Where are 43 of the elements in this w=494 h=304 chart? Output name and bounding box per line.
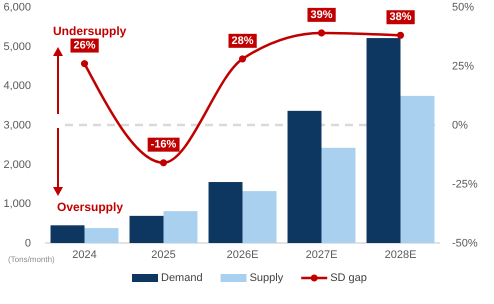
bar xyxy=(164,211,198,243)
bar xyxy=(242,191,276,243)
bar xyxy=(84,228,118,243)
y2-tick-label: -25% xyxy=(452,178,478,191)
bar xyxy=(208,182,242,243)
y2-tick-label: 0% xyxy=(452,120,468,132)
text: (Tons/month) xyxy=(8,255,56,264)
point xyxy=(318,29,326,37)
bar xyxy=(288,110,322,243)
legend-label: Demand xyxy=(161,272,203,284)
bar xyxy=(322,148,356,243)
data-label: 26% xyxy=(73,40,96,52)
y2-tick-label: 25% xyxy=(452,60,474,73)
annotation: Undersupply xyxy=(53,24,127,38)
point xyxy=(396,32,404,39)
y-tick-label: 1,000 xyxy=(3,198,31,210)
legend-label: SD gap xyxy=(330,272,367,284)
annotation: Oversupply xyxy=(57,200,124,214)
y2-tick-label: -50% xyxy=(452,238,478,250)
point xyxy=(80,60,88,68)
x-tick-label: 2026E xyxy=(226,248,258,261)
x-tick-label: 2027E xyxy=(306,248,338,261)
data-label: -16% xyxy=(150,138,177,151)
bar xyxy=(366,38,400,243)
point xyxy=(160,159,168,166)
y-tick-label: 5,000 xyxy=(3,40,31,53)
y2-tick-label: 50% xyxy=(452,2,474,14)
bar xyxy=(130,216,164,243)
y-tick-label: 3,000 xyxy=(3,120,31,132)
y-tick-label: 4,000 xyxy=(3,80,31,92)
x-tick-label: 2025 xyxy=(151,248,176,261)
data-label: 28% xyxy=(231,34,254,47)
data-label: 38% xyxy=(389,11,412,24)
point xyxy=(238,55,246,62)
y-tick-label: 2,000 xyxy=(3,158,31,171)
legend-label: Supply xyxy=(250,272,284,284)
x-tick-label: 2024 xyxy=(72,248,97,261)
y-tick-label: 0 xyxy=(24,238,31,250)
data-label: 39% xyxy=(310,8,333,21)
x-tick-label: 2028E xyxy=(384,248,416,261)
bar xyxy=(400,96,434,243)
y-tick-label: 6,000 xyxy=(3,2,31,14)
bar xyxy=(50,225,84,243)
